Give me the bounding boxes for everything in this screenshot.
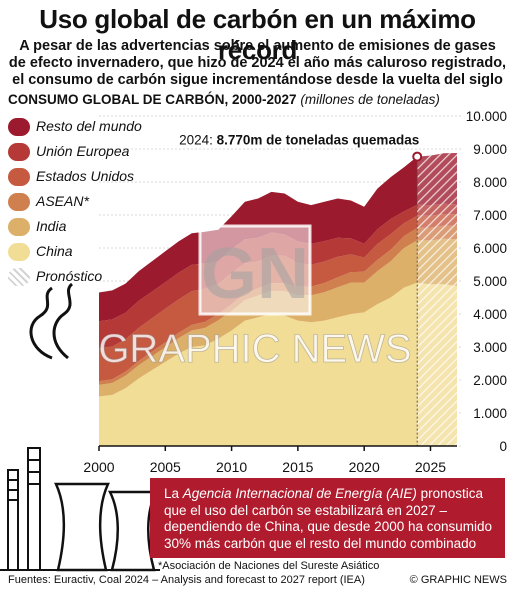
y-tick-label: 1.000: [473, 406, 507, 421]
chart-heading-title: CONSUMO GLOBAL DE CARBÓN, 2000-2027: [8, 92, 297, 107]
subtitle-line-3: el consumo de carbón sigue incrementándo…: [12, 72, 503, 88]
y-tick-label: 2.000: [473, 373, 507, 388]
sources: Fuentes: Euractiv, Coal 2024 – Analysis …: [8, 574, 365, 586]
legend-label: ASEAN*: [36, 193, 89, 209]
y-tick-label: 9.000: [473, 142, 507, 157]
legend-swatch: [8, 168, 30, 186]
x-tick-label: 2015: [282, 459, 313, 475]
note-prefix: La: [164, 486, 183, 501]
legend-swatch: [8, 268, 30, 286]
y-tick-label: 8.000: [473, 175, 507, 190]
y-tick-label: 3.000: [473, 340, 507, 355]
area-china: [99, 282, 457, 446]
legend-swatch: [8, 118, 30, 136]
watermark-logo-box: [198, 224, 312, 316]
subtitle-line-1: A pesar de las advertencias sobre el aum…: [19, 38, 496, 54]
legend-swatch: [8, 143, 30, 161]
power-plant-icon: [0, 282, 160, 572]
legend-label: Resto del mundo: [36, 118, 142, 134]
subtitle-line-2: de efecto invernadero, que hizo de 2024 …: [8, 55, 507, 71]
legend-swatch: [8, 243, 30, 261]
y-tick-label: 5.000: [473, 274, 507, 289]
legend-swatch: [8, 193, 30, 211]
x-tick-label: 2005: [150, 459, 181, 475]
note-body: pronostica que el uso del carbón se esta…: [164, 486, 493, 551]
y-tick-label: 10.000: [466, 109, 507, 124]
annotation-value: 8.770m de toneladas quemadas: [217, 133, 420, 148]
x-tick-label: 2025: [415, 459, 446, 475]
y-axis: 0 1.000 2.000 3.000 4.000 5.000 6.000 7.000 8.00…: [466, 109, 507, 454]
annotation-text: 2024: 8.770m de toneladas quemadas: [179, 133, 419, 148]
chart-heading: CONSUMO GLOBAL DE CARBÓN, 2000-2027 (mil…: [8, 92, 440, 107]
y-tick-label: 7.000: [473, 208, 507, 223]
legend-label: China: [36, 243, 73, 259]
copyright-credit: © GRAPHIC NEWS: [409, 574, 507, 586]
annotation-2024: 2024: 8.770m de toneladas quemadas: [179, 133, 423, 162]
x-tick-label: 2020: [349, 459, 380, 475]
area-eeuu: [99, 214, 457, 382]
watermark-logo: GN: [201, 234, 309, 314]
x-tick-label: 2000: [83, 459, 114, 475]
legend-label: Estados Unidos: [36, 168, 135, 184]
legend-label: India: [36, 218, 67, 234]
legend-label: Unión Europea: [36, 143, 130, 159]
forecast-region: [416, 153, 457, 446]
chart-heading-units: (millones de toneladas): [300, 92, 440, 107]
watermark-text: GRAPHIC NEWS: [98, 327, 411, 371]
legend-label: Pronóstico: [36, 268, 103, 284]
y-tick-label: 4.000: [473, 307, 507, 322]
x-tick-label: 2010: [216, 459, 247, 475]
graphic-news-watermark: GN GRAPHIC NEWS: [98, 224, 412, 371]
annotation-marker: [412, 151, 423, 162]
note-agency: Agencia Internacional de Energía (AIE): [182, 486, 417, 501]
forecast-hatch: [417, 153, 457, 446]
footnote: *Asociación de Naciones del Sureste Asiá…: [158, 560, 380, 572]
iea-forecast-note: La Agencia Internacional de Energía (AIE…: [150, 478, 505, 558]
y-tick-label: 0: [499, 439, 507, 454]
annotation-prefix: 2024:: [179, 133, 217, 148]
subtitle: A pesar de las advertencias sobre el aum…: [0, 38, 515, 89]
legend-swatch: [8, 218, 30, 236]
y-tick-label: 6.000: [473, 241, 507, 256]
page-title: Uso global de carbón en un máximo récord: [39, 4, 476, 65]
x-axis: 2000 2005 2010 2015 2020 2025: [83, 445, 457, 475]
